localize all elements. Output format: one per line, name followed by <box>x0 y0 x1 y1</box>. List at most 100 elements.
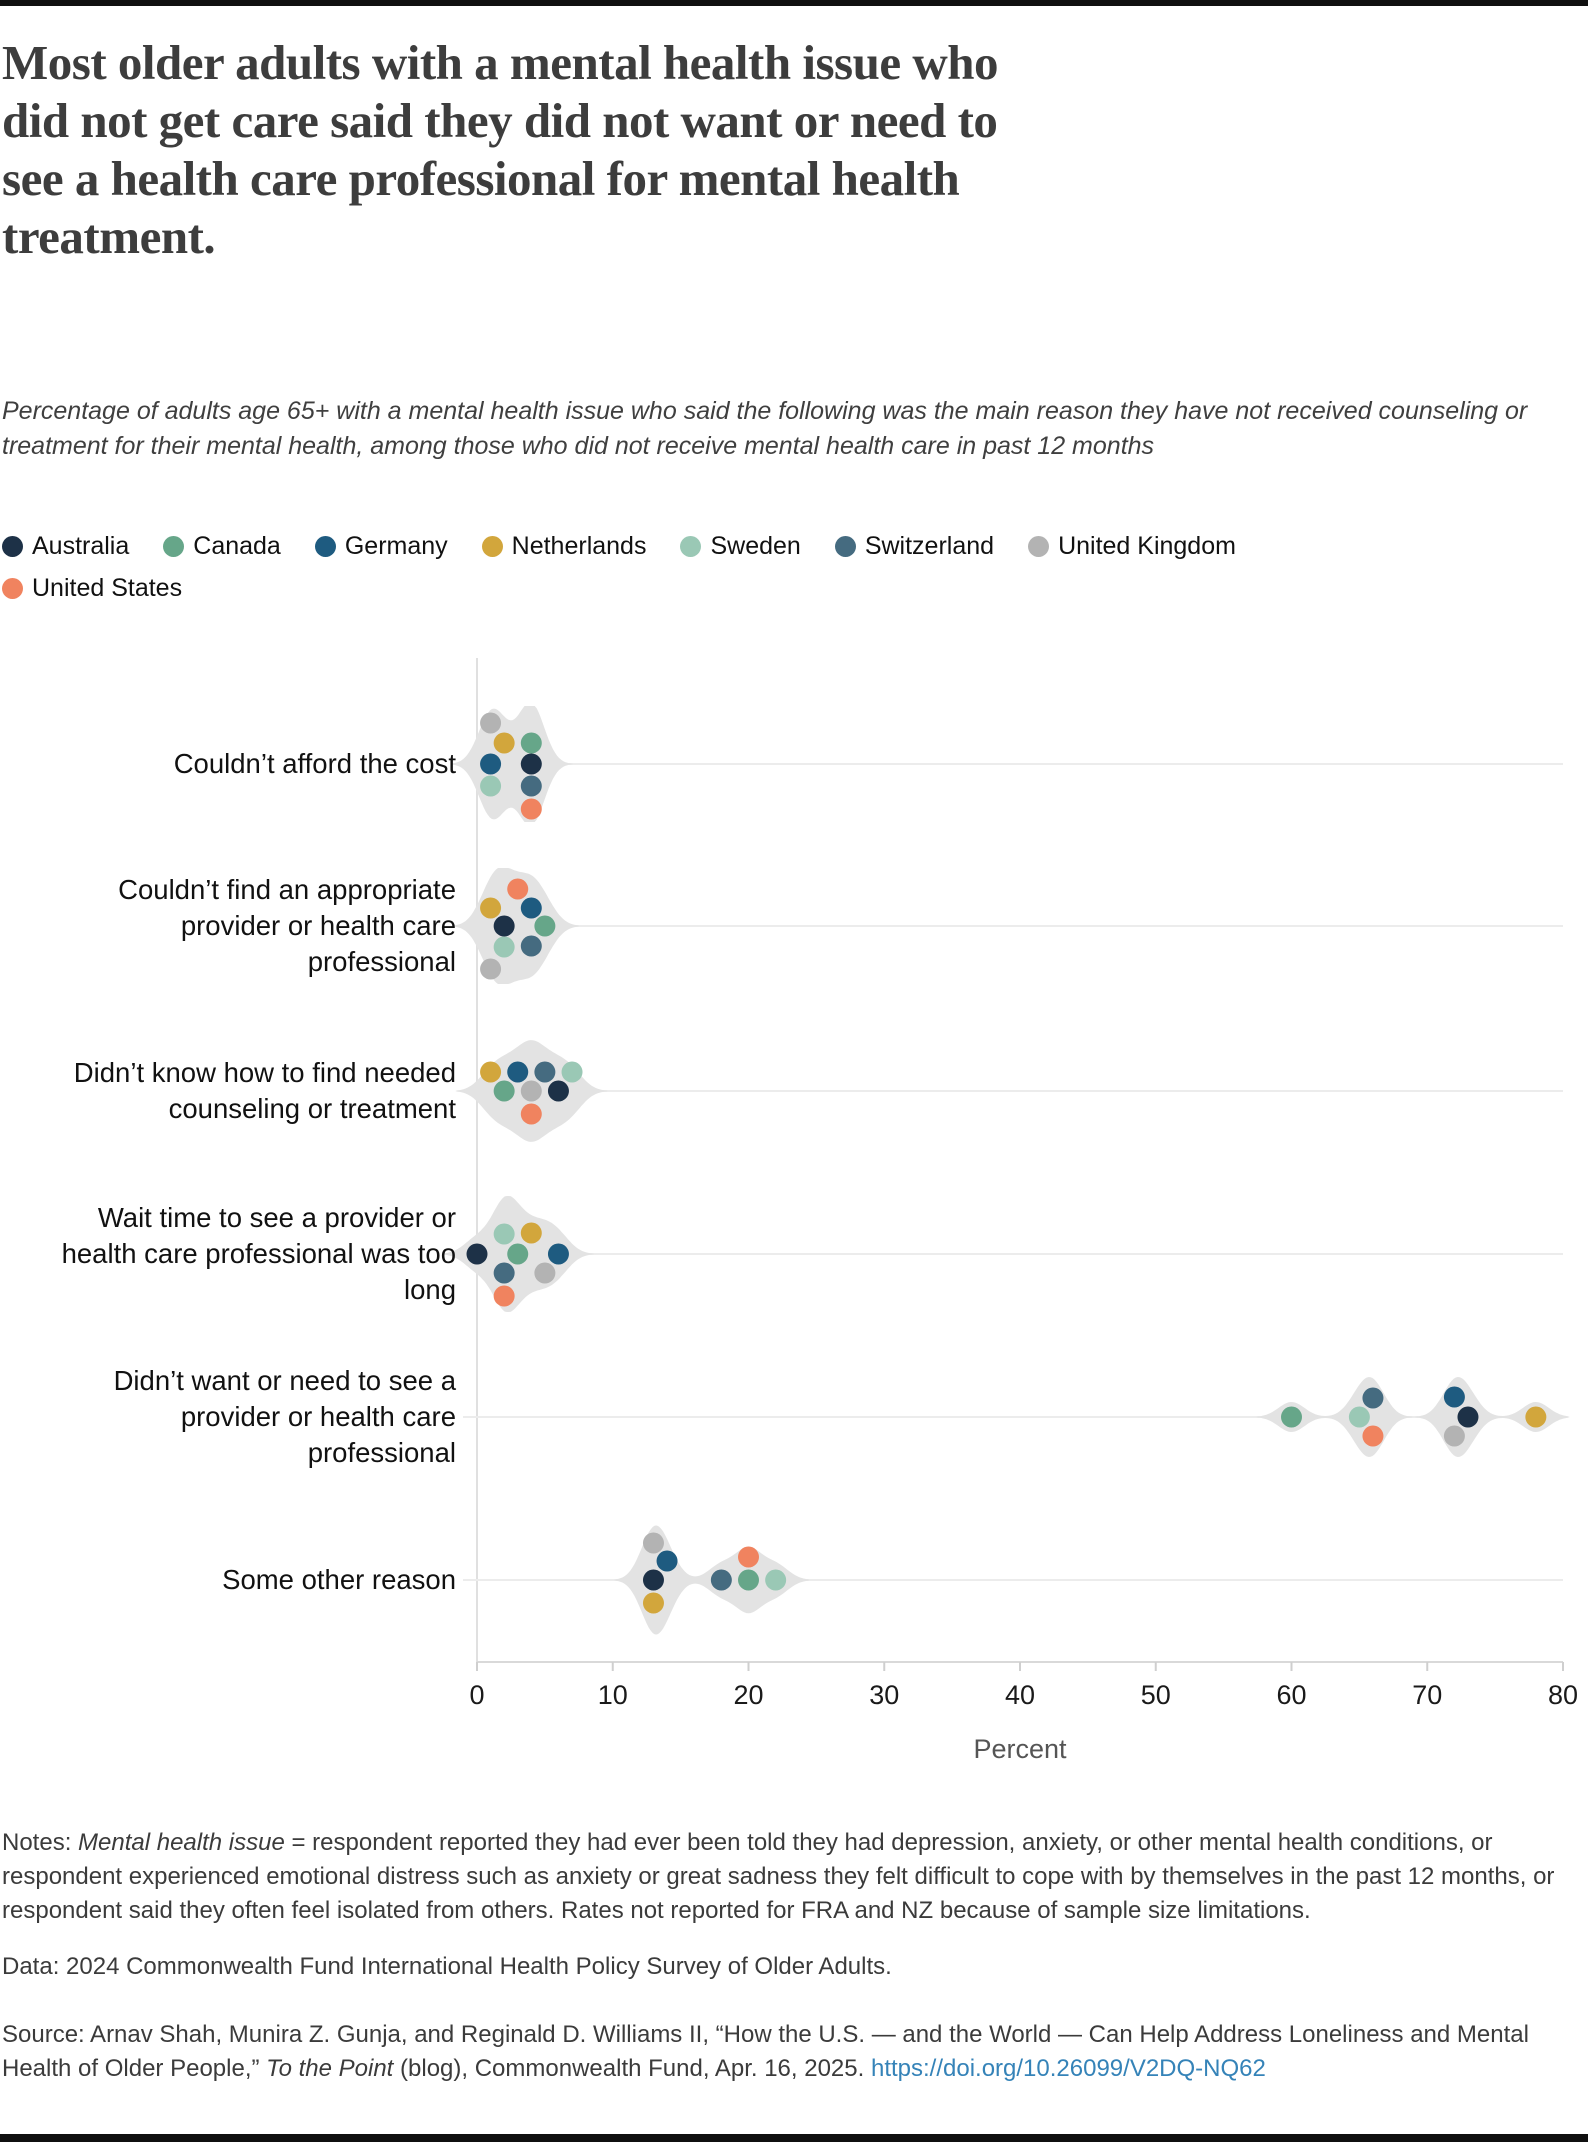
data-point-united-states <box>1362 1425 1384 1447</box>
source-prefix: Source: Arnav Shah, Munira Z. Gunja, and… <box>2 2021 1529 2082</box>
violin-density <box>447 706 574 822</box>
legend-item-australia: Australia <box>2 532 129 561</box>
legend-dot-icon <box>314 536 336 557</box>
chart-area: 0 10 20 30 40 50 60 70 80 Percent Couldn’t afford… <box>0 650 1588 1770</box>
legend-item-canada: Canada <box>163 532 281 561</box>
category-label: Couldn’t afford the cost <box>173 748 456 779</box>
data-point-united-states <box>520 798 542 820</box>
data-point-united-kingdom <box>520 1080 542 1102</box>
legend-label: United Kingdom <box>1058 532 1236 560</box>
legend-item-switzerland: Switzerland <box>834 532 995 561</box>
data-point-netherlands <box>493 732 515 754</box>
data-point-united-kingdom <box>642 1532 664 1554</box>
legend-item-united-states: United States <box>2 574 182 603</box>
data-point-united-kingdom <box>480 958 502 980</box>
data-point-united-states <box>520 1103 542 1125</box>
data-point-united-kingdom <box>534 1262 556 1284</box>
data-point-canada <box>507 1243 529 1265</box>
bottom-accent-bar <box>0 2134 1588 2142</box>
data-point-sweden <box>493 1223 515 1245</box>
x-tick-label: 10 <box>598 1680 628 1710</box>
data-point-australia <box>520 753 542 775</box>
data-point-netherlands <box>642 1592 664 1614</box>
legend-label: Canada <box>193 532 281 560</box>
data-point-canada <box>493 1080 515 1102</box>
data-point-germany <box>547 1243 569 1265</box>
data-point-canada <box>1281 1406 1302 1428</box>
x-tick-label: 50 <box>1141 1680 1171 1710</box>
chart-subtitle: Percentage of adults age 65+ with a ment… <box>2 397 1528 460</box>
violin-density <box>1248 1377 1578 1457</box>
x-tick-label: 0 <box>469 1680 484 1710</box>
data-point-switzerland <box>710 1569 732 1591</box>
data-point-switzerland <box>534 1061 556 1083</box>
data-point-sweden <box>480 775 502 797</box>
data-point-germany <box>656 1550 678 1572</box>
category-label: Didn’t want or need to see a provider or… <box>113 1365 456 1468</box>
legend: Australia Canada Germany Netherlands Sweden S… <box>2 532 1432 603</box>
legend-label: United States <box>32 574 183 602</box>
legend-dot-icon <box>1028 536 1050 557</box>
category-label: Couldn’t find an appropriate provider or… <box>118 874 456 977</box>
data-point-switzerland <box>1362 1387 1384 1409</box>
chart-title: Most older adults with a mental health i… <box>2 35 999 264</box>
data-point-sweden <box>1348 1406 1370 1428</box>
legend-label: Germany <box>344 532 448 560</box>
legend-dot-icon <box>680 536 702 557</box>
data-point-netherlands <box>480 1061 502 1083</box>
data-point-germany <box>507 1061 529 1083</box>
category-label: Didn’t know how to find needed counselin… <box>73 1057 456 1124</box>
legend-dot-icon <box>2 578 23 599</box>
x-tick-label: 80 <box>1548 1680 1578 1710</box>
data-point-sweden <box>561 1061 583 1083</box>
x-tick-label: 70 <box>1412 1680 1442 1710</box>
legend-item-netherlands: Netherlands <box>481 532 646 561</box>
notes-body: = respondent reported they had ever been… <box>2 1829 1555 1924</box>
data-point-united-states <box>738 1546 759 1568</box>
data-point-australia <box>493 915 515 937</box>
data-point-canada <box>520 732 542 754</box>
x-tick-label: 60 <box>1276 1680 1306 1710</box>
legend-dot-icon <box>163 536 185 557</box>
notes-text: Notes: Mental health issue = respondent … <box>2 1826 1586 1928</box>
data-point-germany <box>480 753 502 775</box>
data-point-sweden <box>493 936 515 958</box>
data-point-germany <box>1443 1386 1465 1408</box>
data-point-united-kingdom <box>480 712 502 734</box>
data-point-switzerland <box>493 1262 515 1284</box>
legend-item-united-kingdom: United Kingdom <box>1028 532 1236 561</box>
legend-label: Australia <box>32 532 130 560</box>
data-point-australia <box>547 1080 569 1102</box>
data-point-united-kingdom <box>1443 1425 1465 1447</box>
legend-label: Switzerland <box>864 532 995 560</box>
notes-italic-term: Mental health issue <box>78 1829 285 1856</box>
data-point-switzerland <box>520 775 542 797</box>
data-point-netherlands <box>480 897 502 919</box>
data-point-united-states <box>507 878 529 900</box>
data-point-australia <box>466 1243 488 1265</box>
source-line: Source: Arnav Shah, Munira Z. Gunja, and… <box>2 2018 1586 2086</box>
notes-prefix: Notes: <box>2 1829 79 1856</box>
source-rest: (blog), Commonwealth Fund, Apr. 16, 2025… <box>393 2055 871 2082</box>
chart-svg: 0 10 20 30 40 50 60 70 80 Percent <box>433 658 1578 1764</box>
data-point-netherlands <box>1525 1406 1547 1428</box>
top-accent-bar <box>0 0 1588 6</box>
data-point-australia <box>1457 1406 1479 1428</box>
data-point-switzerland <box>520 935 542 957</box>
doi-link[interactable]: https://doi.org/10.26099/V2DQ-NQ62 <box>870 2055 1266 2082</box>
violin-density <box>447 868 588 984</box>
legend-dot-icon <box>834 536 856 557</box>
legend-label: Sweden <box>710 532 801 560</box>
legend-item-sweden: Sweden <box>680 532 801 561</box>
data-point-sweden <box>765 1569 787 1591</box>
source-publication: To the Point <box>266 2055 394 2082</box>
data-point-canada <box>738 1569 759 1591</box>
category-label: Wait time to see a provider or health ca… <box>61 1202 456 1305</box>
category-label: Some other reason <box>222 1564 456 1595</box>
x-tick-label: 30 <box>869 1680 899 1710</box>
data-line: Data: 2024 Commonwealth Fund Internation… <box>2 1953 892 1980</box>
data-point-germany <box>520 897 542 919</box>
x-tick-label: 20 <box>733 1680 763 1710</box>
data-point-canada <box>534 915 556 937</box>
